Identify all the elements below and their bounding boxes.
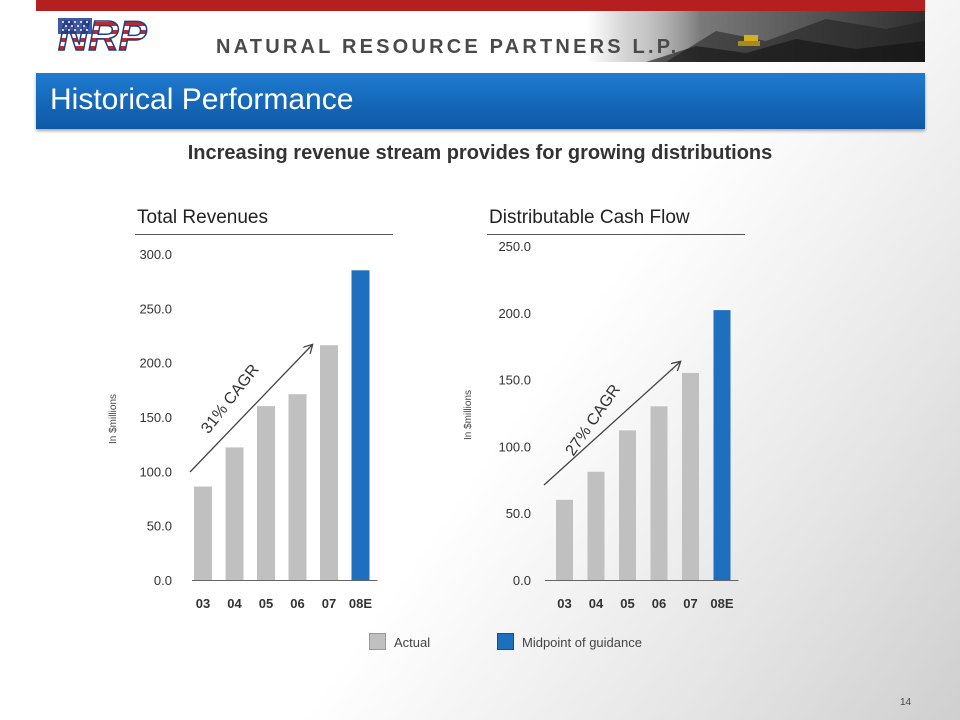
x-tick-label: 08E [349,596,372,611]
bar-actual [682,372,699,580]
x-tick-label: 03 [196,596,210,611]
page-title: Historical Performance [50,83,354,116]
y-tick-label: 100.0 [498,439,531,454]
y-tick-label: 100.0 [139,464,172,479]
mining-photo [626,11,925,62]
y-tick-label: 50.0 [506,506,531,521]
bar-actual [650,406,668,580]
bar-actual [288,394,307,580]
x-tick-label: 08E [710,596,733,611]
bar-actual [587,471,605,580]
chart-title-cashflow: Distributable Cash Flow [489,207,690,228]
y-tick-label: 150.0 [498,373,531,388]
x-tick-label: 04 [589,596,604,611]
x-tick-label: 06 [290,596,304,611]
legend-swatch-guidance [497,633,514,650]
page-number: 14 [900,697,912,708]
bar-actual [619,430,636,580]
y-tick-label: 200.0 [498,306,531,321]
legend-swatch-actual [369,633,386,650]
bar-actual [194,486,212,580]
bar-actual [320,345,338,580]
y-tick-label: 250.0 [498,239,531,254]
x-tick-label: 05 [620,596,634,611]
y-tick-label: 300.0 [139,247,172,262]
cagr-arrow [189,345,312,473]
y-tick-label: 0.0 [513,573,531,588]
y-tick-label: 150.0 [139,410,172,425]
legend-actual: Actual [369,633,430,650]
title-bar: Historical Performance [36,73,925,129]
x-tick-label: 04 [227,596,242,611]
header-banner: NRP NATURAL RESOURCE PARTNERS L.P. [36,0,925,62]
x-tick-label: 07 [683,596,697,611]
cagr-annotation: 31% CAGR [198,361,262,437]
y-tick-label: 200.0 [139,356,172,371]
legend-label-guidance: Midpoint of guidance [522,635,642,650]
legend-guidance: Midpoint of guidance [497,633,642,650]
header-red-bar [36,0,925,11]
nrp-logo: NRP [57,14,148,54]
page-subtitle: Increasing revenue stream provides for g… [187,142,773,164]
bar-actual [225,447,244,580]
x-tick-label: 05 [259,596,273,611]
y-axis-label: In $millions [108,394,119,444]
y-tick-label: 0.0 [154,573,172,588]
x-tick-label: 03 [557,596,571,611]
company-name: NATURAL RESOURCE PARTNERS L.P. [216,36,680,58]
chart-title-revenues: Total Revenues [137,207,268,228]
x-tick-label: 07 [322,596,336,611]
y-axis-label: In $millions [463,390,474,440]
bar-actual [257,406,275,580]
cagr-arrow [543,362,680,486]
chart-title-underline [135,234,393,235]
y-tick-label: 50.0 [147,519,172,534]
bar-estimate [713,310,731,580]
x-tick-label: 06 [652,596,666,611]
chart-title-underline [487,234,745,235]
y-tick-label: 250.0 [139,301,172,316]
bar-estimate [351,270,370,580]
bar-actual [556,499,573,580]
legend-label-actual: Actual [394,635,431,650]
